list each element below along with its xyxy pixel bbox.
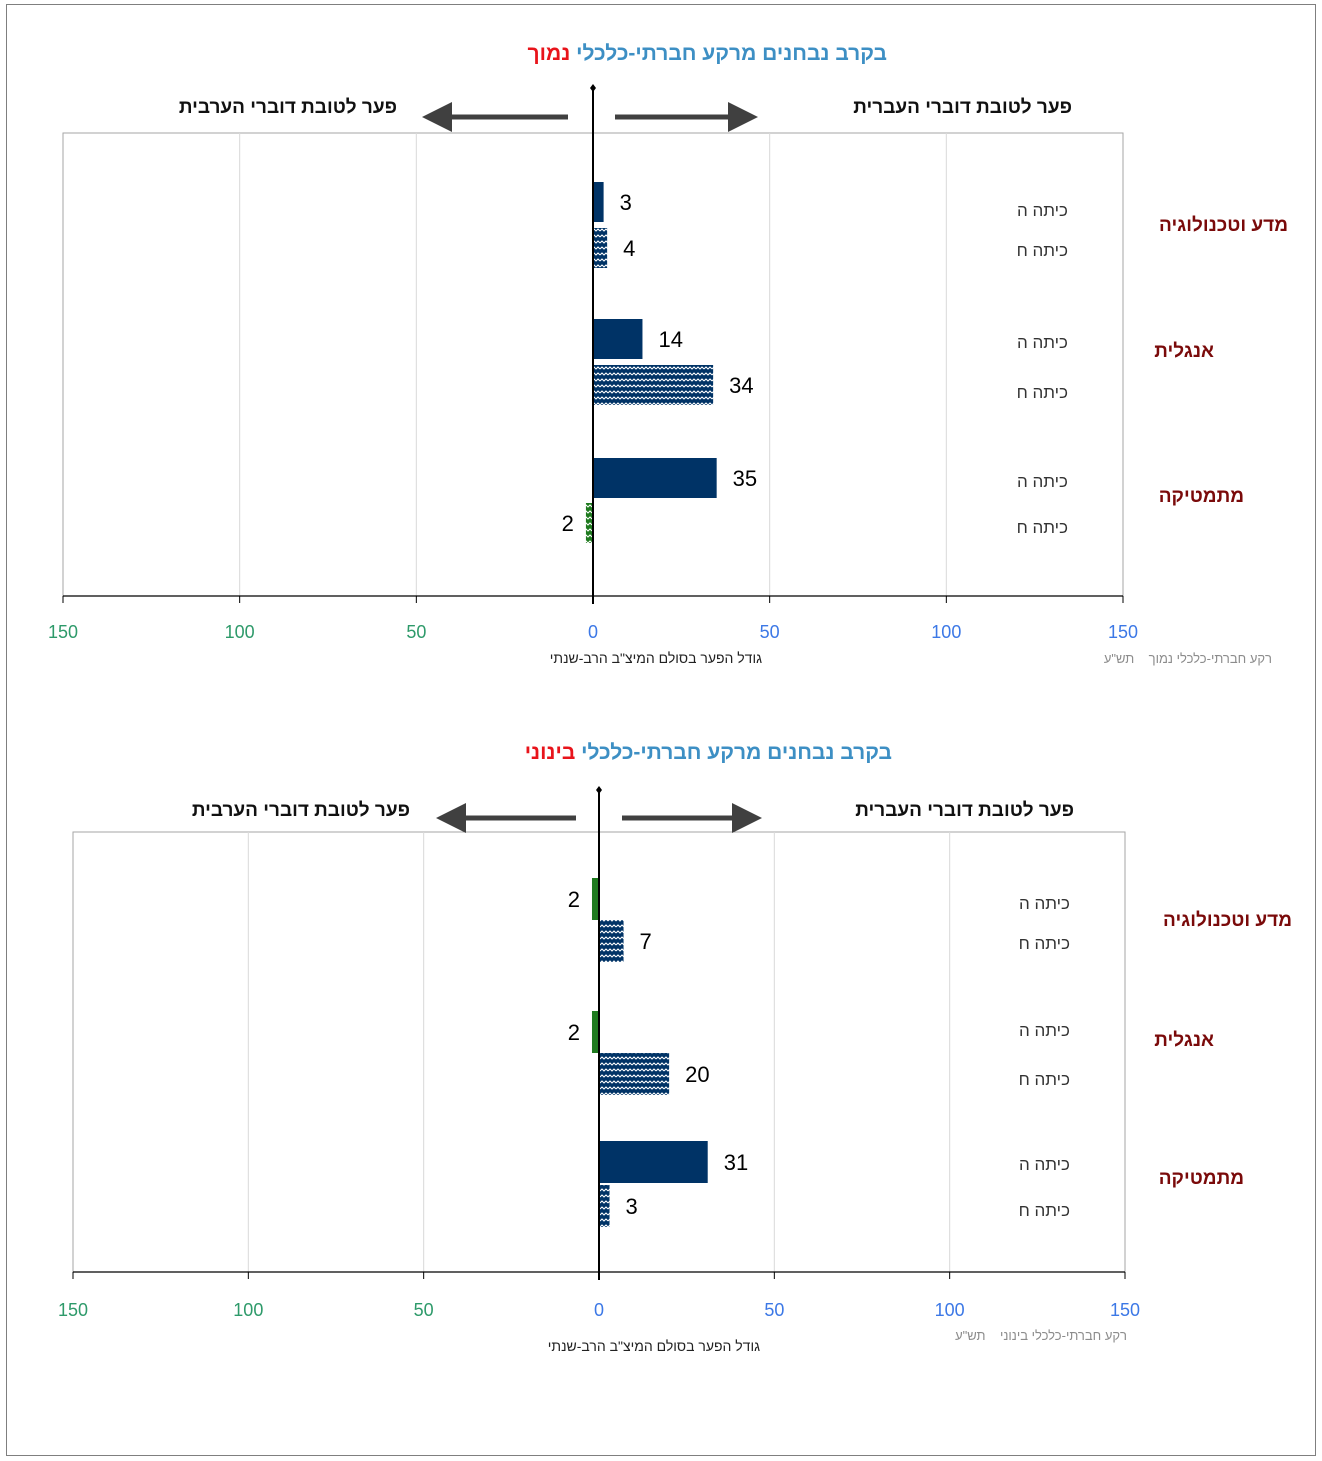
grade-label: כיתה ח	[1018, 1070, 1070, 1089]
chart-panel-low: בקרב נבחנים מרקע חברתי-כלכלי נמוך פער לט…	[0, 0, 1322, 690]
x-axis-label: גודל הפער בסולם המיצ"ב הרב-שנתי	[549, 650, 762, 666]
x-tick-label: 100	[931, 622, 961, 642]
bar-value-label: 35	[733, 466, 757, 491]
x-tick-label: 50	[760, 622, 780, 642]
bar-value-label: 14	[658, 327, 682, 352]
x-tick-label: 100	[225, 622, 255, 642]
grade-label: כיתה ח	[1018, 1201, 1070, 1220]
bar	[593, 228, 608, 268]
x-tick-label: 150	[58, 1300, 88, 1320]
bar	[585, 503, 593, 543]
zero-line-marker	[590, 84, 596, 92]
x-axis-label: גודל הפער בסולם המיצ"ב הרב-שנתי	[547, 1338, 760, 1354]
subject-label: מתמטיקה	[1158, 1168, 1244, 1189]
x-tick-label: 100	[233, 1300, 263, 1320]
grade-label: כיתה ח	[1018, 934, 1070, 953]
x-tick-label: 50	[414, 1300, 434, 1320]
direction-label-hebrew: פער לטובת דוברי העברית	[855, 800, 1074, 821]
bar-value-label: 3	[620, 190, 632, 215]
subject-label: מתמטיקה	[1158, 486, 1244, 507]
bar	[599, 1141, 708, 1183]
x-tick-label: 0	[588, 622, 598, 642]
bar	[593, 182, 604, 222]
subject-label: מדע וטכנולוגיה	[1162, 910, 1292, 931]
grade-label: כיתה ה	[1016, 472, 1068, 491]
zero-line-marker	[596, 786, 602, 794]
direction-label-arabic: פער לטובת דוברי הערבית	[178, 97, 397, 118]
bar	[593, 365, 714, 405]
grade-label: כיתה ח	[1016, 518, 1068, 537]
bar-value-label: 4	[623, 236, 635, 261]
grade-label: כיתה ח	[1016, 241, 1068, 260]
bar-value-label: 2	[562, 511, 574, 536]
bar	[591, 1011, 599, 1053]
bar-value-label: 7	[640, 929, 652, 954]
bar-value-label: 2	[568, 1020, 580, 1045]
x-tick-label: 150	[1108, 622, 1138, 642]
bar-value-label: 31	[724, 1150, 748, 1175]
bar	[593, 319, 643, 359]
bar	[599, 1185, 610, 1227]
bar-value-label: 20	[685, 1062, 709, 1087]
chart-title: בקרב נבחנים מרקע חברתי-כלכלי נמוך	[527, 42, 887, 65]
x-tick-label: 100	[935, 1300, 965, 1320]
subject-label: מדע וטכנולוגיה	[1158, 215, 1288, 236]
figure-frame	[6, 4, 1316, 1456]
x-tick-label: 0	[594, 1300, 604, 1320]
bar	[593, 458, 717, 498]
grade-label: כיתה ה	[1018, 1021, 1070, 1040]
grade-label: כיתה ה	[1018, 894, 1070, 913]
grade-label: כיתה ח	[1016, 383, 1068, 402]
x-tick-label: 150	[1110, 1300, 1140, 1320]
direction-label-arabic: פער לטובת דוברי הערבית	[191, 800, 410, 821]
direction-label-hebrew: פער לטובת דוברי העברית	[853, 97, 1072, 118]
x-tick-label: 50	[764, 1300, 784, 1320]
chart-title: בקרב נבחנים מרקע חברתי-כלכלי בינוני	[524, 741, 892, 764]
subject-label: אנגלית	[1154, 341, 1214, 362]
grade-label: כיתה ה	[1016, 333, 1068, 352]
bar-value-label: 34	[729, 373, 753, 398]
subject-label: אנגלית	[1154, 1030, 1214, 1051]
x-tick-label: 150	[48, 622, 78, 642]
bar-value-label: 2	[568, 887, 580, 912]
chart-panel-medium: בקרב נבחנים מרקע חברתי-כלכלי בינוני פער …	[0, 690, 1322, 1461]
grade-label: כיתה ה	[1018, 1155, 1070, 1174]
legend: רקע חברתי-כלכלי נמוך תש"ע	[1103, 651, 1272, 666]
bar	[591, 878, 599, 920]
chart-plot-medium: 150 100 50 0 50 100 150 2 7 2 20 31 3	[58, 786, 1140, 1320]
grade-label: כיתה ה	[1016, 201, 1068, 220]
bar	[599, 1053, 670, 1095]
bar	[599, 920, 624, 962]
bar-value-label: 3	[626, 1194, 638, 1219]
legend: רקע חברתי-כלכלי בינוני תש"ע	[955, 1328, 1127, 1343]
x-tick-label: 50	[406, 622, 426, 642]
